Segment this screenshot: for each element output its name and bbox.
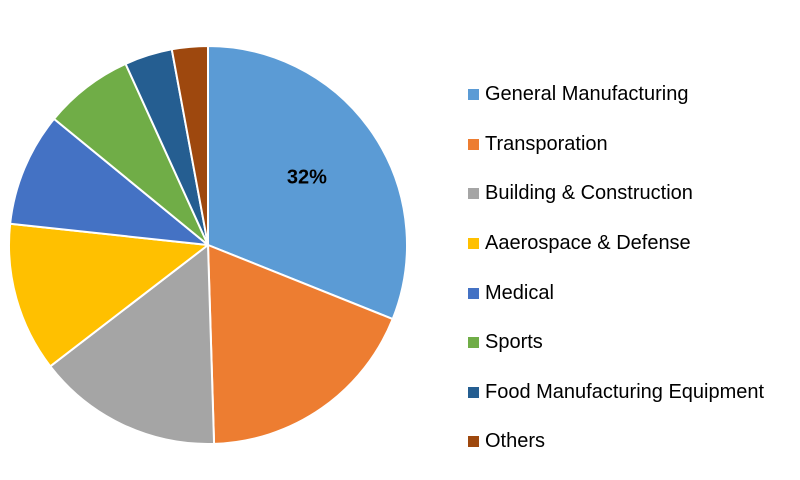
legend-item-aerospace-defense: Aaerospace & Defense (468, 219, 764, 269)
legend-label: Others (485, 430, 546, 453)
legend-label: Transporation (485, 132, 608, 155)
data-label-general-manufacturing: 32% (287, 166, 327, 188)
legend-swatch (468, 238, 479, 250)
pie-slice-transporation (207, 244, 394, 445)
pie-slice-aaerospace-defense (8, 222, 209, 368)
pie-slice-general-manufacturing (207, 45, 408, 321)
legend-swatch (468, 188, 479, 200)
legend-label: Building & Construction (485, 182, 693, 205)
legend-item-building-construction: Building & Construction (468, 169, 764, 219)
legend-swatch (468, 89, 479, 101)
legend-label: General Manufacturing (485, 83, 689, 106)
legend-item-food-manufacturing-equipment: Food Manufacturing Equipment (468, 368, 764, 418)
legend-swatch (468, 287, 479, 299)
legend-swatch (468, 386, 479, 398)
legend-item-transporation: Transporation (468, 120, 764, 170)
legend-label: Food Manufacturing Equipment (485, 380, 765, 403)
legend-swatch (468, 138, 479, 150)
legend-swatch (468, 337, 479, 349)
legend-swatch (468, 436, 479, 448)
pie-slice-building-construction (49, 244, 216, 445)
legend-item-general-manufacturing: General Manufacturing (468, 70, 764, 120)
legend-label: Medical (485, 281, 554, 304)
legend-item-sports: Sports (468, 318, 764, 368)
legend-label: Sports (485, 331, 543, 354)
legend-item-medical: Medical (468, 268, 764, 318)
pie-slice-others (170, 44, 209, 246)
chart-legend: General Manufacturing Transporation Buil… (468, 70, 764, 467)
legend-label: Aaerospace & Defense (485, 232, 691, 255)
pie-chart: 32% (8, 44, 408, 445)
legend-item-others: Others (468, 417, 764, 467)
pie-slice-medical (9, 117, 209, 246)
